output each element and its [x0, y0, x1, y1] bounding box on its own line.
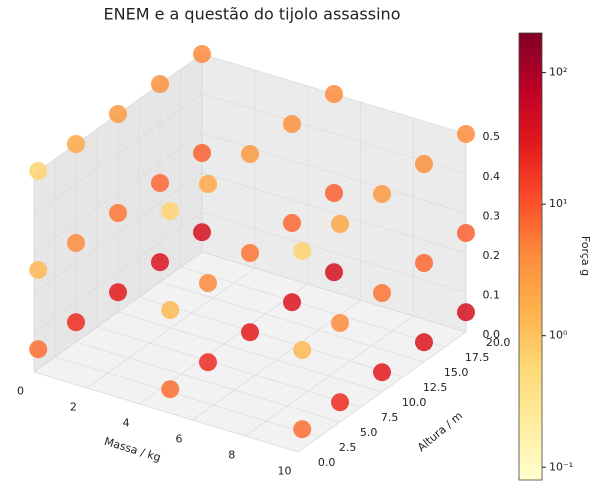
y-grid-line [117, 311, 383, 393]
point [161, 202, 180, 220]
point [199, 274, 217, 292]
point [199, 175, 217, 193]
y-grid-line [75, 341, 341, 423]
y-tick-label: 20.0 [486, 336, 511, 349]
point [161, 301, 180, 319]
y-tick-label: 2.5 [339, 441, 357, 454]
point [241, 244, 259, 262]
z-tick-label: 0.4 [483, 170, 501, 183]
x-tick-label: 0 [17, 385, 24, 398]
y-grid-line [96, 326, 362, 408]
z-tick-label: 0.0 [483, 328, 501, 341]
point [325, 184, 343, 202]
z-grid-line [201, 212, 467, 293]
z-grid-line [33, 93, 203, 214]
point [415, 333, 433, 352]
y-grid-line [33, 371, 299, 453]
y-grid-line [138, 296, 404, 378]
point [67, 234, 85, 252]
point [415, 254, 433, 272]
z-grid-line [201, 172, 467, 254]
colorbar-tick-label: 10¹ [549, 197, 567, 210]
y-tick-label: 12.5 [423, 381, 448, 394]
y-tick-label: 10.0 [402, 396, 427, 409]
x-axis-label: Massa / kg [103, 435, 163, 465]
y-axis-label: Altura / m [415, 409, 465, 454]
points [29, 45, 475, 439]
point [161, 380, 180, 399]
y-grid-line [159, 281, 425, 363]
x-tick-label: 10 [278, 465, 292, 478]
point [331, 314, 349, 332]
z-grid-line [33, 212, 203, 333]
x-tick-label: 6 [175, 433, 182, 446]
y-tick-label: 7.5 [381, 411, 399, 424]
point [457, 224, 475, 242]
colorbar-tick-label: 10⁻¹ [549, 460, 573, 473]
point [67, 135, 85, 153]
point [193, 45, 211, 63]
y-grid-line [180, 266, 446, 348]
z-grid-line [33, 172, 203, 294]
point [151, 174, 169, 192]
point [109, 204, 127, 222]
point [29, 340, 48, 359]
point [331, 393, 349, 412]
point [457, 303, 475, 322]
point [457, 125, 475, 143]
point [293, 420, 312, 439]
z-grid-line [201, 251, 467, 333]
point [293, 242, 312, 260]
y-tick-label: 15.0 [444, 366, 469, 379]
point [331, 215, 349, 233]
point [109, 105, 127, 123]
point [325, 85, 343, 103]
point [283, 293, 301, 312]
colorbar [518, 32, 543, 481]
y-grid-line [54, 356, 320, 438]
point [241, 323, 259, 342]
point [67, 313, 85, 332]
colorbar-ticks: 10⁻¹ 10⁰ 10¹ 10² [542, 66, 573, 473]
point [373, 363, 391, 382]
point [193, 223, 211, 242]
z-tick-label: 0.2 [483, 249, 501, 262]
point [293, 341, 312, 359]
y-tick-label: 17.5 [465, 351, 490, 364]
x-tick-label: 2 [70, 401, 77, 414]
point [199, 353, 217, 372]
point [193, 144, 211, 162]
point [29, 261, 48, 279]
point [29, 162, 48, 180]
colorbar-tick-label: 10² [549, 66, 567, 79]
z-grid-line [33, 251, 203, 373]
z-tick-label: 0.1 [483, 289, 501, 302]
point [415, 155, 433, 173]
z-tick-label: 0.3 [483, 209, 501, 222]
point [373, 284, 391, 302]
x-tick-label: 4 [123, 417, 130, 430]
point [151, 253, 169, 272]
chart-title: ENEM e a questão do tijolo assassino [104, 5, 401, 24]
point [325, 263, 343, 282]
y-tick-label: 0.0 [318, 456, 336, 469]
point [109, 283, 127, 302]
point [283, 115, 301, 133]
point [241, 145, 259, 163]
point [283, 214, 301, 232]
y-tick-label: 5.0 [360, 426, 378, 439]
point [151, 75, 169, 93]
point [373, 185, 391, 203]
z-grid-line [33, 132, 203, 254]
z-tick-label: 0.5 [483, 130, 501, 143]
colorbar-tick-label: 10⁰ [549, 329, 568, 342]
x-tick-label: 8 [228, 449, 235, 462]
colorbar-label: Força g [579, 236, 592, 276]
